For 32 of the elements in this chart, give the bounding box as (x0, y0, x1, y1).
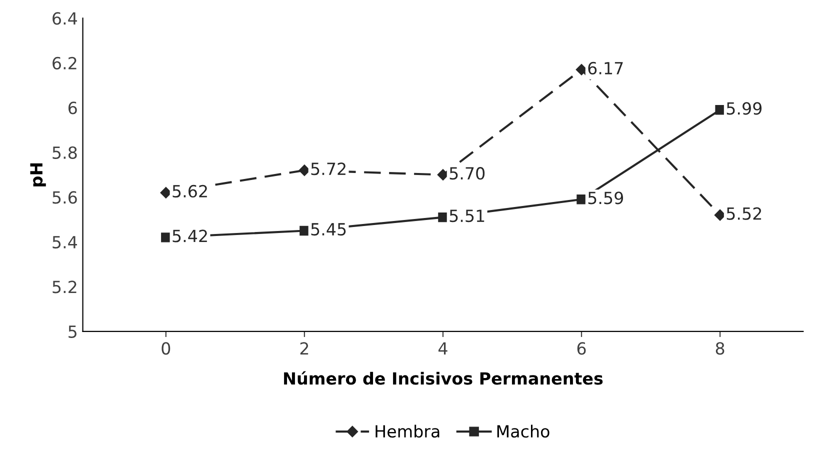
data-label: 5.59 (588, 192, 624, 204)
y-tick-label: 5.2 (52, 280, 76, 294)
point (300, 226, 310, 236)
y-tick-label: 5.8 (52, 146, 77, 159)
data-label: 5.62 (172, 184, 207, 198)
x-tick-label: 4 (438, 342, 448, 354)
y-tick-label: 5 (68, 326, 76, 338)
data-label: 5.72 (311, 162, 346, 176)
x-tick-label: 0 (162, 342, 170, 355)
y-tick-label: 5.6 (52, 191, 77, 204)
point (576, 194, 586, 204)
data-label: 5.52 (726, 207, 762, 220)
x-axis-title: Número de Incisivos Permanentes (284, 371, 603, 385)
y-tick-label: 6.2 (52, 56, 76, 70)
y-axis-title: pH (30, 163, 46, 186)
data-label: 5.45 (311, 223, 346, 236)
legend-label: Hembra (376, 424, 440, 438)
data-label: 5.42 (172, 230, 207, 242)
y-tick-label: 6.4 (52, 12, 78, 25)
legend-label: Macho (497, 424, 550, 438)
data-label: 5.99 (726, 102, 762, 115)
data-label: 5.70 (450, 167, 485, 180)
data-label: 5.51 (450, 210, 484, 222)
data-label: 6.17 (588, 62, 623, 74)
y-tick-label: 5.4 (52, 236, 78, 248)
x-tick-label: 8 (716, 342, 724, 355)
point (438, 212, 448, 222)
x-tick-label: 2 (300, 342, 308, 354)
point (715, 105, 725, 115)
point (161, 232, 171, 242)
y-tick-label: 6 (68, 102, 77, 114)
x-tick-label: 6 (577, 342, 586, 355)
